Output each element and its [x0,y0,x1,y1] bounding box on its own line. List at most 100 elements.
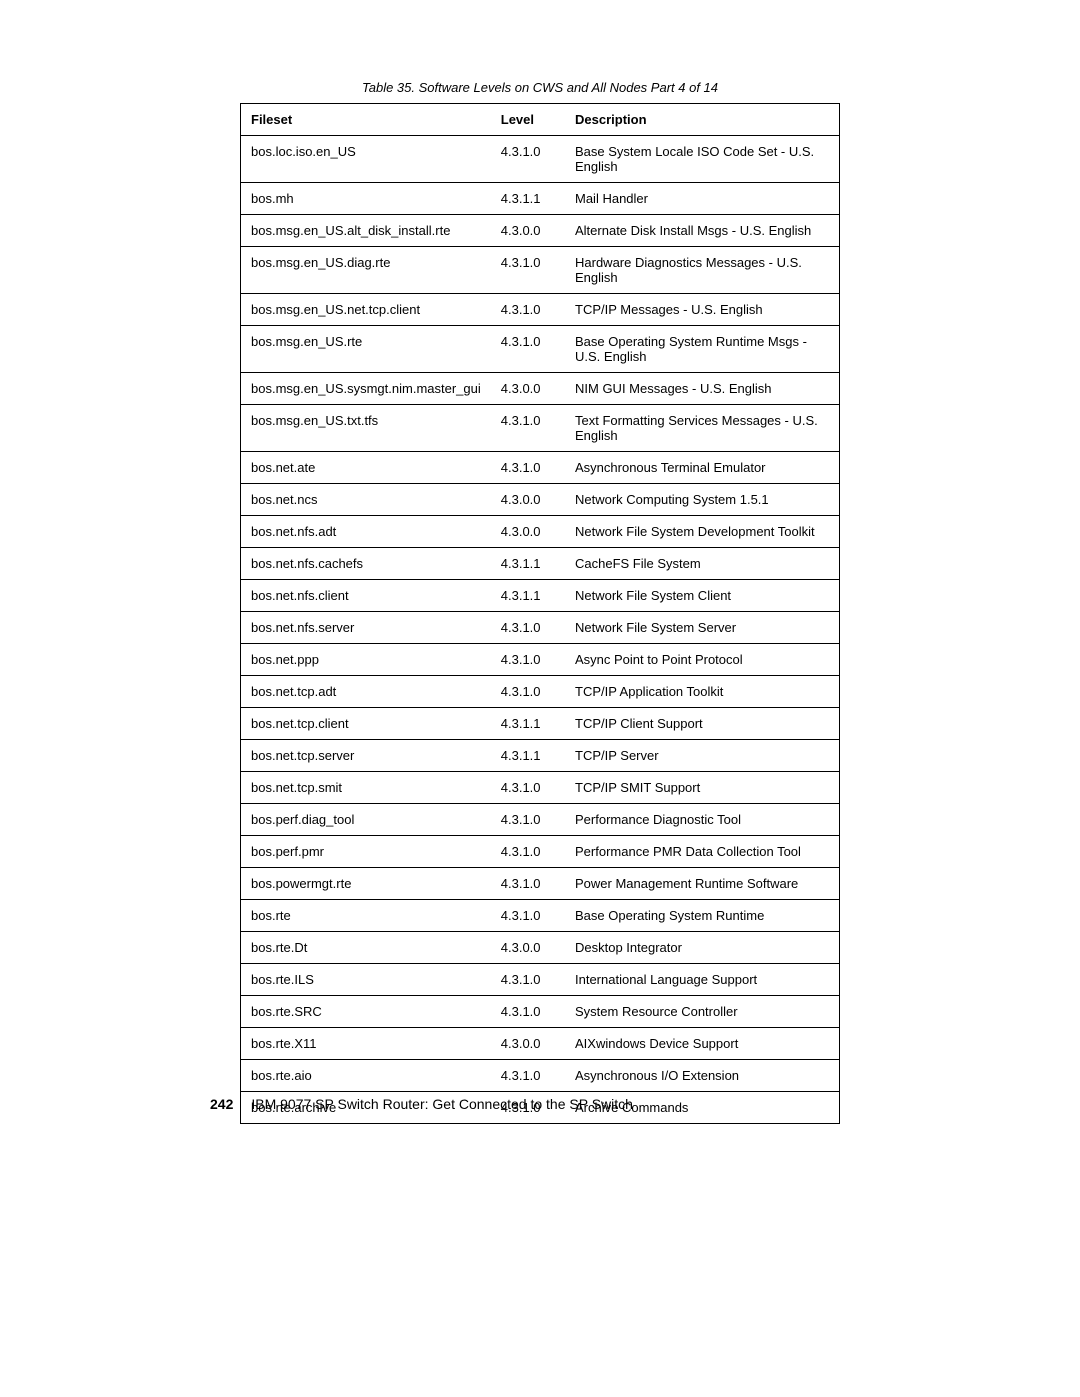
cell-description: Mail Handler [565,183,840,215]
cell-description: Async Point to Point Protocol [565,644,840,676]
table-row: bos.rte.Dt4.3.0.0Desktop Integrator [241,932,840,964]
cell-fileset: bos.net.nfs.client [241,580,491,612]
table-row: bos.msg.en_US.txt.tfs4.3.1.0Text Formatt… [241,405,840,452]
table-row: bos.rte.aio4.3.1.0Asynchronous I/O Exten… [241,1060,840,1092]
header-description: Description [565,104,840,136]
table-row: bos.msg.en_US.sysmgt.nim.master_gui4.3.0… [241,373,840,405]
cell-fileset: bos.powermgt.rte [241,868,491,900]
cell-level: 4.3.0.0 [491,1028,565,1060]
cell-level: 4.3.0.0 [491,516,565,548]
cell-description: Performance PMR Data Collection Tool [565,836,840,868]
cell-level: 4.3.0.0 [491,932,565,964]
table-row: bos.msg.en_US.rte4.3.1.0Base Operating S… [241,326,840,373]
cell-description: System Resource Controller [565,996,840,1028]
cell-description: Base System Locale ISO Code Set - U.S. E… [565,136,840,183]
header-fileset: Fileset [241,104,491,136]
table-row: bos.msg.en_US.alt_disk_install.rte4.3.0.… [241,215,840,247]
cell-fileset: bos.net.tcp.smit [241,772,491,804]
cell-fileset: bos.perf.pmr [241,836,491,868]
table-row: bos.net.ncs4.3.0.0Network Computing Syst… [241,484,840,516]
table-row: bos.net.tcp.adt4.3.1.0TCP/IP Application… [241,676,840,708]
cell-fileset: bos.net.ppp [241,644,491,676]
cell-fileset: bos.msg.en_US.alt_disk_install.rte [241,215,491,247]
cell-level: 4.3.1.0 [491,900,565,932]
cell-description: Desktop Integrator [565,932,840,964]
cell-fileset: bos.rte.Dt [241,932,491,964]
cell-fileset: bos.rte.aio [241,1060,491,1092]
cell-description: Text Formatting Services Messages - U.S.… [565,405,840,452]
table-row: bos.net.nfs.client4.3.1.1Network File Sy… [241,580,840,612]
cell-fileset: bos.rte.X11 [241,1028,491,1060]
cell-fileset: bos.net.tcp.server [241,740,491,772]
cell-fileset: bos.net.nfs.server [241,612,491,644]
cell-fileset: bos.net.tcp.adt [241,676,491,708]
cell-fileset: bos.msg.en_US.diag.rte [241,247,491,294]
table-row: bos.net.ate4.3.1.0Asynchronous Terminal … [241,452,840,484]
cell-level: 4.3.0.0 [491,484,565,516]
cell-fileset: bos.loc.iso.en_US [241,136,491,183]
cell-level: 4.3.1.0 [491,996,565,1028]
cell-fileset: bos.msg.en_US.sysmgt.nim.master_gui [241,373,491,405]
cell-description: Network Computing System 1.5.1 [565,484,840,516]
cell-description: AIXwindows Device Support [565,1028,840,1060]
cell-fileset: bos.msg.en_US.net.tcp.client [241,294,491,326]
cell-fileset: bos.msg.en_US.txt.tfs [241,405,491,452]
cell-description: Asynchronous Terminal Emulator [565,452,840,484]
cell-fileset: bos.rte.SRC [241,996,491,1028]
cell-fileset: bos.net.tcp.client [241,708,491,740]
table-caption: Table 35. Software Levels on CWS and All… [240,80,840,95]
table-row: bos.rte.X114.3.0.0AIXwindows Device Supp… [241,1028,840,1060]
cell-level: 4.3.1.0 [491,868,565,900]
cell-level: 4.3.1.0 [491,836,565,868]
cell-level: 4.3.1.0 [491,405,565,452]
cell-description: International Language Support [565,964,840,996]
cell-level: 4.3.1.0 [491,452,565,484]
cell-description: NIM GUI Messages - U.S. English [565,373,840,405]
cell-description: Power Management Runtime Software [565,868,840,900]
cell-description: TCP/IP SMIT Support [565,772,840,804]
software-levels-table: Fileset Level Description bos.loc.iso.en… [240,103,840,1124]
table-row: bos.rte.ILS4.3.1.0International Language… [241,964,840,996]
cell-fileset: bos.net.nfs.adt [241,516,491,548]
table-row: bos.net.tcp.client4.3.1.1TCP/IP Client S… [241,708,840,740]
cell-level: 4.3.0.0 [491,215,565,247]
cell-description: Performance Diagnostic Tool [565,804,840,836]
page-footer: 242IBM 9077 SP Switch Router: Get Connec… [210,1096,633,1112]
cell-level: 4.3.1.0 [491,644,565,676]
table-row: bos.mh4.3.1.1Mail Handler [241,183,840,215]
cell-description: TCP/IP Client Support [565,708,840,740]
cell-fileset: bos.rte.ILS [241,964,491,996]
cell-description: CacheFS File System [565,548,840,580]
cell-fileset: bos.mh [241,183,491,215]
table-row: bos.net.tcp.smit4.3.1.0TCP/IP SMIT Suppo… [241,772,840,804]
cell-description: Network File System Client [565,580,840,612]
table-row: bos.net.tcp.server4.3.1.1TCP/IP Server [241,740,840,772]
cell-level: 4.3.1.1 [491,548,565,580]
cell-description: TCP/IP Server [565,740,840,772]
cell-level: 4.3.1.1 [491,740,565,772]
cell-fileset: bos.net.nfs.cachefs [241,548,491,580]
cell-level: 4.3.1.1 [491,708,565,740]
table-body: bos.loc.iso.en_US4.3.1.0Base System Loca… [241,136,840,1124]
table-row: bos.rte4.3.1.0Base Operating System Runt… [241,900,840,932]
table-row: bos.msg.en_US.diag.rte4.3.1.0Hardware Di… [241,247,840,294]
page-container: Table 35. Software Levels on CWS and All… [0,0,1080,1124]
table-row: bos.net.nfs.cachefs4.3.1.1CacheFS File S… [241,548,840,580]
cell-level: 4.3.1.1 [491,580,565,612]
cell-description: Base Operating System Runtime [565,900,840,932]
cell-level: 4.3.1.0 [491,964,565,996]
cell-level: 4.3.1.0 [491,804,565,836]
cell-level: 4.3.1.0 [491,676,565,708]
table-row: bos.powermgt.rte4.3.1.0Power Management … [241,868,840,900]
table-row: bos.rte.SRC4.3.1.0System Resource Contro… [241,996,840,1028]
cell-level: 4.3.1.0 [491,136,565,183]
cell-description: Network File System Development Toolkit [565,516,840,548]
cell-description: Asynchronous I/O Extension [565,1060,840,1092]
cell-description: Alternate Disk Install Msgs - U.S. Engli… [565,215,840,247]
table-row: bos.msg.en_US.net.tcp.client4.3.1.0TCP/I… [241,294,840,326]
cell-level: 4.3.1.1 [491,183,565,215]
table-row: bos.net.ppp4.3.1.0Async Point to Point P… [241,644,840,676]
cell-fileset: bos.net.ate [241,452,491,484]
cell-fileset: bos.perf.diag_tool [241,804,491,836]
cell-description: TCP/IP Messages - U.S. English [565,294,840,326]
